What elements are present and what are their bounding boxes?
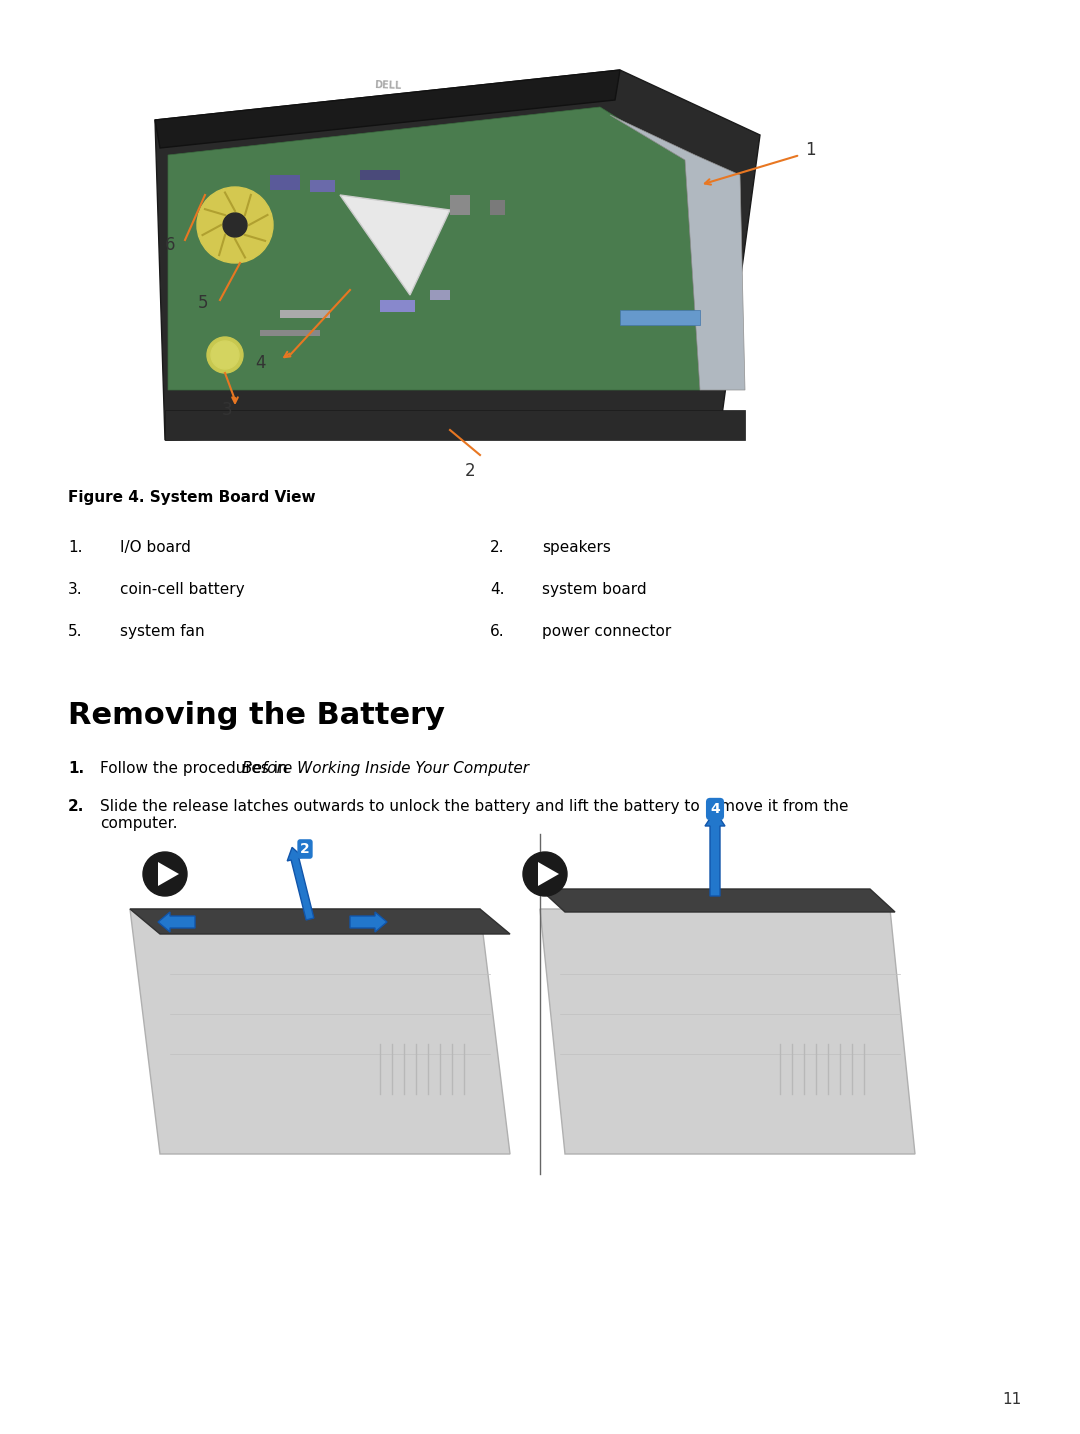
FancyArrow shape	[350, 912, 387, 932]
Circle shape	[523, 852, 567, 896]
Bar	[260, 330, 320, 336]
FancyArrow shape	[705, 812, 725, 896]
Text: Slide the release latches outwards to unlock the battery and lift the battery to: Slide the release latches outwards to un…	[100, 799, 849, 832]
Text: 11: 11	[1002, 1392, 1022, 1408]
Bar	[270, 175, 300, 189]
Text: 3.: 3.	[68, 582, 83, 597]
Bar	[450, 195, 470, 215]
Text: Removing the Battery: Removing the Battery	[68, 701, 445, 730]
Text: 6: 6	[165, 237, 175, 254]
Polygon shape	[156, 70, 620, 148]
Polygon shape	[610, 115, 745, 390]
Text: 6.: 6.	[490, 624, 504, 640]
Text: speakers: speakers	[542, 541, 611, 555]
Circle shape	[211, 341, 239, 369]
Text: 4: 4	[711, 802, 720, 816]
Text: Figure 4. System Board View: Figure 4. System Board View	[68, 490, 315, 505]
Text: 4.: 4.	[490, 582, 504, 597]
FancyArrow shape	[158, 912, 195, 932]
Polygon shape	[340, 195, 450, 295]
Bar	[280, 310, 330, 318]
Bar	[490, 199, 505, 215]
Text: 5: 5	[198, 294, 208, 313]
Text: power connector: power connector	[542, 624, 672, 640]
Bar	[165, 410, 745, 440]
Text: 2: 2	[300, 842, 310, 856]
Text: system board: system board	[542, 582, 647, 597]
Polygon shape	[158, 862, 179, 886]
Text: 4: 4	[255, 354, 266, 371]
Circle shape	[143, 852, 187, 896]
Polygon shape	[130, 909, 510, 934]
Bar	[310, 181, 335, 192]
Polygon shape	[168, 108, 700, 390]
Polygon shape	[538, 862, 559, 886]
Text: 2.: 2.	[68, 799, 84, 815]
Text: DELL: DELL	[375, 79, 402, 90]
Circle shape	[207, 337, 243, 373]
Text: Before Working Inside Your Computer: Before Working Inside Your Computer	[243, 761, 529, 776]
Text: 2: 2	[464, 462, 475, 480]
Circle shape	[197, 186, 273, 262]
FancyArrow shape	[287, 847, 314, 921]
Text: 3: 3	[222, 402, 232, 419]
Text: coin-cell battery: coin-cell battery	[120, 582, 245, 597]
Text: 1.: 1.	[68, 541, 82, 555]
Text: 1: 1	[805, 141, 815, 159]
Text: 1.: 1.	[68, 761, 84, 776]
Bar	[380, 300, 415, 313]
Text: I/O board: I/O board	[120, 541, 191, 555]
Polygon shape	[540, 889, 895, 912]
Bar	[360, 171, 400, 181]
Polygon shape	[540, 909, 915, 1154]
Circle shape	[222, 214, 247, 237]
Bar	[430, 290, 450, 300]
Text: system fan: system fan	[120, 624, 204, 640]
Text: Follow the procedures in: Follow the procedures in	[100, 761, 293, 776]
Polygon shape	[130, 909, 510, 1154]
Polygon shape	[156, 70, 760, 440]
Text: .: .	[435, 761, 440, 776]
Text: 2.: 2.	[490, 541, 504, 555]
Polygon shape	[620, 310, 700, 326]
Text: 5.: 5.	[68, 624, 82, 640]
